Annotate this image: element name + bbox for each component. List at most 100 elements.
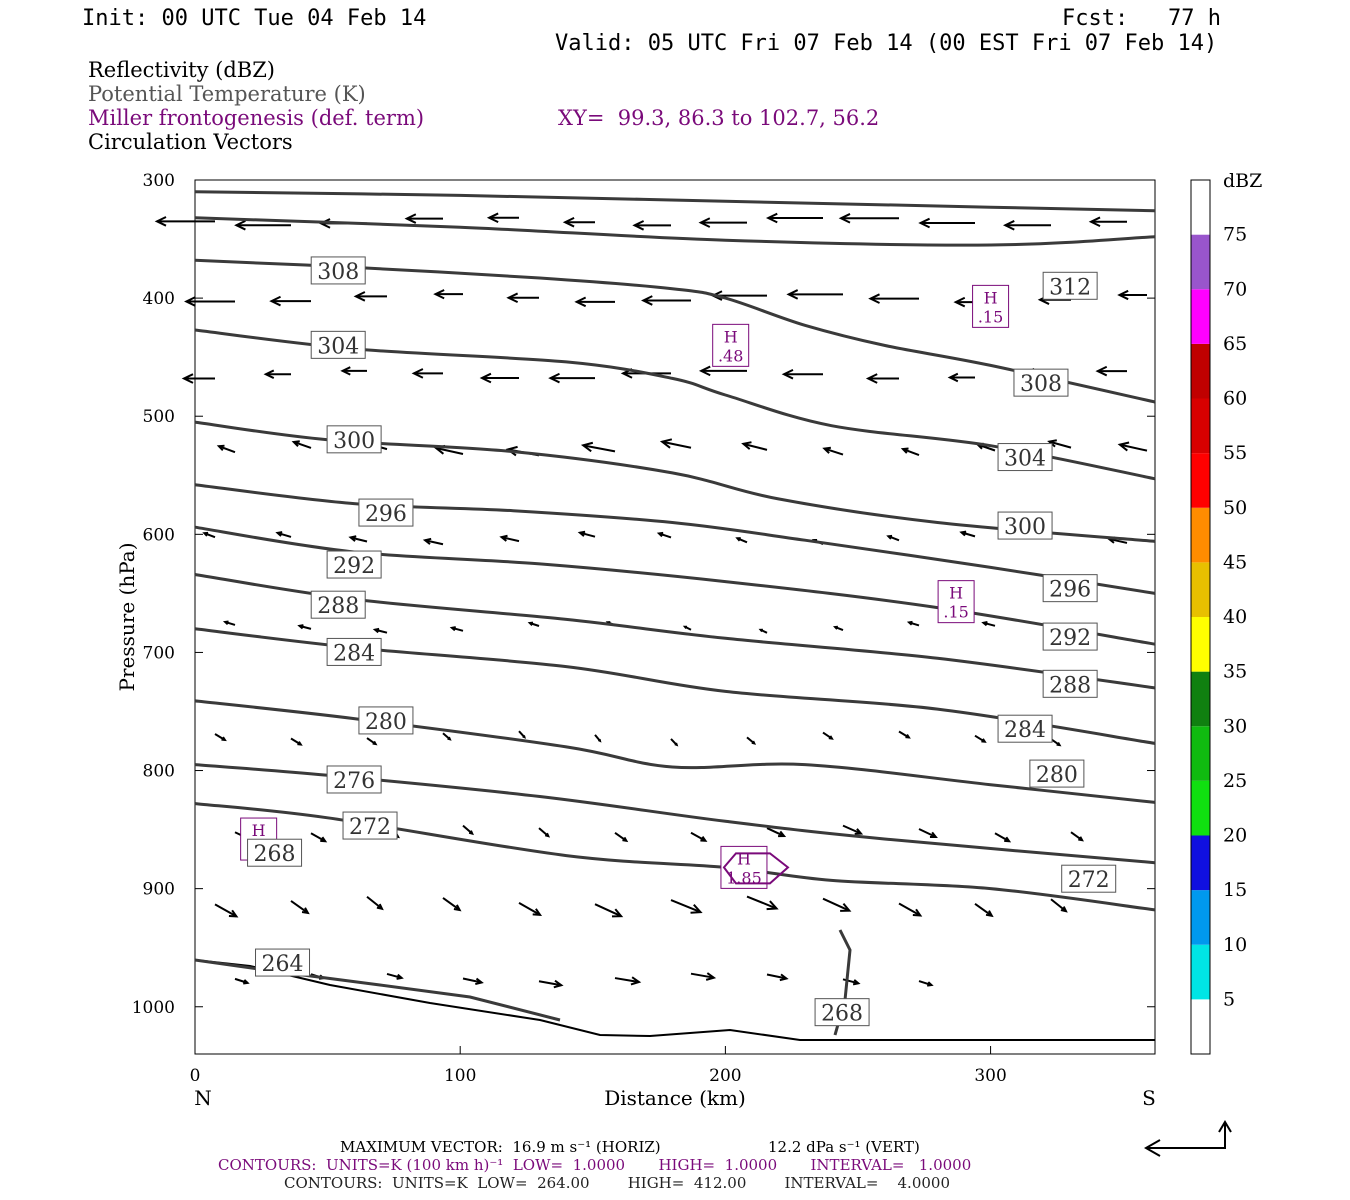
vector-arrowhead xyxy=(854,828,864,835)
theta-label-text: 264 xyxy=(262,952,304,977)
colorbar-label: 5 xyxy=(1223,988,1235,1010)
colorbar-label: 25 xyxy=(1223,770,1247,792)
theta-label: 280 xyxy=(358,706,414,735)
theta-label: 308 xyxy=(310,256,366,285)
vector-arrowhead xyxy=(735,537,741,542)
colorbar-label: 10 xyxy=(1223,934,1247,956)
circulation-vector xyxy=(902,448,920,456)
vector-arrowhead xyxy=(641,295,653,306)
colorbar-segment xyxy=(1191,289,1210,344)
axes: 300 400 500 600 700 800 900 1000 0 100 200 300 Dista… xyxy=(115,171,1156,1110)
vector-arrowhead xyxy=(243,979,250,985)
theta-label-text: 288 xyxy=(1049,673,1091,698)
vector-arrowhead xyxy=(228,909,239,918)
circulation-vector xyxy=(579,531,596,538)
vector-arrowhead xyxy=(275,531,283,537)
vector-arrowhead xyxy=(1056,741,1062,747)
fronto-value: .15 xyxy=(943,603,968,622)
theta-label-text: 284 xyxy=(1004,718,1046,743)
circulation-vector xyxy=(898,902,921,917)
circulation-vector xyxy=(1108,537,1128,544)
vector-arrowhead xyxy=(505,445,518,457)
vector-arrowhead xyxy=(781,368,794,380)
colorbar-label: 75 xyxy=(1223,224,1247,246)
circulation-vector xyxy=(961,531,976,538)
fronto-high-label: H xyxy=(984,288,998,307)
y-axis-label: Pressure (hPa) xyxy=(115,543,139,692)
circulation-vector xyxy=(746,895,777,910)
circulation-vector xyxy=(538,980,562,987)
vector-arrowhead xyxy=(852,979,861,986)
colorbar-segment xyxy=(1191,671,1210,727)
circulation-vector xyxy=(1050,898,1067,913)
contour-info-theta: CONTOURS: UNITS=K LOW= 264.00 HIGH= 412.… xyxy=(284,1174,950,1192)
field-reflectivity: Reflectivity (dBZ) xyxy=(88,58,276,82)
theta-contour-308 xyxy=(194,216,1156,247)
vector-arrowhead xyxy=(690,903,703,914)
vector-arrowhead xyxy=(985,910,994,918)
theta-label-text: 308 xyxy=(317,260,359,285)
theta-label-text: 304 xyxy=(1004,447,1046,472)
x-tick-label: 0 xyxy=(190,1066,201,1086)
vector-arrowhead xyxy=(1004,836,1012,843)
y-tick-label: 700 xyxy=(143,643,175,663)
vector-arrowhead xyxy=(301,907,310,915)
vector-arrowhead xyxy=(900,447,909,454)
init-time: Init: 00 UTC Tue 04 Feb 14 xyxy=(82,6,427,31)
vector-arrowhead xyxy=(479,372,492,384)
max-vector-horiz: MAXIMUM VECTOR: 16.9 m s⁻¹ (HORIZ) xyxy=(340,1138,661,1156)
circulation-vector xyxy=(1119,443,1148,452)
vector-arrowhead xyxy=(886,534,893,540)
circulation-vector xyxy=(290,900,309,914)
vector-arrowhead xyxy=(411,368,424,379)
cross-section-endpoints: XY= 99.3, 86.3 to 102.7, 56.2 xyxy=(558,106,880,130)
circulation-vector xyxy=(614,831,627,842)
circulation-vector xyxy=(994,832,1010,843)
colorbar-segment xyxy=(1191,617,1210,672)
theta-label-text: 284 xyxy=(333,641,375,666)
theta-label-text: 276 xyxy=(333,769,375,794)
y-tick-label: 800 xyxy=(143,762,175,782)
vector-arrowhead xyxy=(297,624,304,630)
vector-arrowhead xyxy=(453,904,462,912)
x-tick-label: 300 xyxy=(974,1066,1006,1086)
theta-label-text: 292 xyxy=(1049,626,1091,651)
colorbar-label: 60 xyxy=(1223,388,1247,410)
theta-contour-304 xyxy=(194,258,1156,404)
theta-label: 276 xyxy=(326,765,382,794)
circulation-vector xyxy=(310,832,326,843)
field-frontogenesis: Miller frontogenesis (def. term) xyxy=(88,106,425,130)
theta-label: 288 xyxy=(310,590,366,619)
vector-arrowhead xyxy=(868,293,880,304)
colorbar-segment xyxy=(1191,234,1210,290)
circulation-vector xyxy=(824,447,844,456)
colorbar-title: dBZ xyxy=(1223,170,1262,192)
y-tick-label: 300 xyxy=(143,171,175,191)
circulation-vectors xyxy=(154,212,1148,989)
vector-arrowhead xyxy=(953,296,966,308)
theta-label: 304 xyxy=(997,443,1053,472)
vector-arrowhead xyxy=(656,531,664,538)
vector-arrowhead xyxy=(947,372,959,383)
vector-arrowhead xyxy=(562,216,575,228)
vector-arrowhead xyxy=(674,742,679,747)
theta-label: 288 xyxy=(1042,669,1098,698)
vector-arrowhead xyxy=(475,977,484,986)
colorbar-segment xyxy=(1191,835,1210,891)
vector-arrowhead xyxy=(522,735,527,739)
vector-arrowhead xyxy=(348,535,357,542)
x-tick-label: 200 xyxy=(709,1066,741,1086)
theta-label-text: 292 xyxy=(333,554,375,579)
vector-arrowhead xyxy=(959,530,967,537)
vector-arrowhead xyxy=(577,530,586,537)
forecast-hour: Fcst: 77 h xyxy=(1062,6,1221,31)
frontogenesis-max: H.15 xyxy=(937,580,975,624)
theta-contour-276 xyxy=(194,699,1156,804)
colorbar-segment xyxy=(1191,398,1210,454)
frontogenesis-maxima: H.15H.48H.15H.80H1.85 xyxy=(240,284,1010,889)
vector-arrowhead xyxy=(611,908,624,918)
circulation-vector xyxy=(277,531,292,538)
vector-arrowhead xyxy=(840,902,852,912)
theta-label: 264 xyxy=(255,948,311,977)
vector-arrowhead xyxy=(320,836,328,843)
